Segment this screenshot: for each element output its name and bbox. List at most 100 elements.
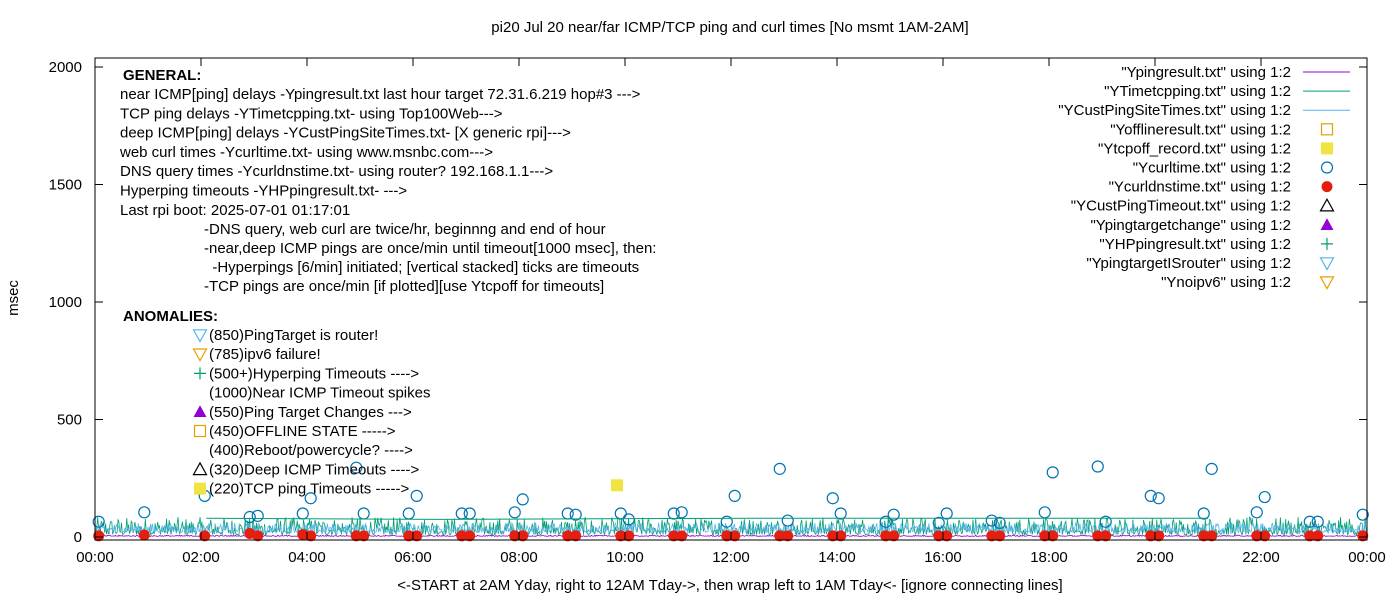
anomaly-item: (1000)Near ICMP Timeout spikes	[209, 385, 430, 402]
x-tick-label: 04:00	[288, 549, 326, 566]
y-tick-label: 2000	[49, 59, 82, 76]
legend-label: "YTimetcpping.txt" using 1:2	[1104, 83, 1291, 100]
data-point	[509, 530, 521, 542]
data-point	[728, 489, 741, 502]
y-tick-label: 500	[57, 412, 82, 429]
x-tick-label: 06:00	[394, 549, 432, 566]
data-point	[782, 530, 794, 542]
general-line: Last rpi boot: 2025-07-01 01:17:01	[120, 202, 350, 219]
data-point	[350, 461, 363, 474]
anomaly-item: (850)PingTarget is router!	[209, 327, 378, 344]
anomaly-marker	[194, 367, 206, 380]
data-point	[994, 530, 1006, 542]
anomaly-items: (850)PingTarget is router! (785)ipv6 fail…	[192, 327, 430, 498]
x-tick-label: 14:00	[818, 549, 856, 566]
general-note: -TCP pings are once/min [if plotted][use…	[204, 278, 604, 295]
data-point	[251, 509, 264, 522]
legend-label: "Ynoipv6" using 1:2	[1161, 274, 1291, 291]
data-point	[773, 462, 786, 475]
data-point	[1198, 530, 1210, 542]
x-tick-label: 10:00	[606, 549, 644, 566]
legend-marker	[1321, 142, 1333, 155]
data-point	[138, 529, 150, 541]
x-axis-label: <-START at 2AM Yday, right to 12AM Tday-…	[397, 577, 1062, 594]
anomalies-heading: ANOMALIES:	[123, 308, 218, 325]
general-heading: GENERAL:	[123, 67, 201, 84]
general-line: TCP ping delays -YTimetcpping.txt- using…	[120, 105, 503, 122]
data-point	[1312, 530, 1324, 542]
y-tick-label: 1000	[49, 294, 82, 311]
data-point	[1152, 492, 1165, 505]
anomaly-item: (220)TCP ping Timeouts ----->	[209, 481, 409, 498]
data-point	[888, 530, 900, 542]
legend-label: "Ytcpoff_record.txt" using 1:2	[1098, 140, 1291, 157]
general-line: near ICMP[ping] delays -Ypingresult.txt …	[120, 86, 641, 103]
data-point	[508, 506, 521, 519]
data-point	[676, 530, 688, 542]
anomaly-item: (450)OFFLINE STATE ----->	[209, 423, 396, 440]
data-point	[1206, 530, 1218, 542]
data-point	[827, 530, 839, 542]
data-point	[403, 530, 415, 542]
general-note: -near,deep ICMP pings are once/min until…	[204, 240, 656, 257]
data-point	[1144, 489, 1157, 502]
data-point	[304, 492, 317, 505]
legend-marker	[1320, 161, 1334, 174]
data-point	[252, 530, 264, 542]
x-tick-label: 00:00	[1348, 549, 1386, 566]
data-point	[305, 530, 317, 542]
data-point	[932, 516, 945, 530]
general-line: deep ICMP[ping] delays -YCustPingSiteTim…	[120, 125, 571, 142]
anomaly-item: (550)Ping Target Changes --->	[209, 404, 412, 421]
data-point	[456, 530, 468, 542]
legend: "Ypingresult.txt" using 1:2 "YTimetcpping…	[1058, 64, 1350, 291]
data-point	[614, 507, 627, 520]
data-point	[243, 510, 256, 524]
anomaly-marker	[192, 329, 208, 343]
data-point	[92, 515, 105, 528]
data-point	[1356, 508, 1369, 521]
anomaly-marker	[194, 482, 206, 495]
x-tick-label: 12:00	[712, 549, 750, 566]
series-line	[206, 517, 1208, 520]
data-point	[569, 508, 582, 521]
legend-label: "YCustPingSiteTimes.txt" using 1:2	[1058, 102, 1291, 119]
data-point	[1197, 507, 1210, 520]
general-note: -Hyperpings [6/min] initiated; [vertical…	[204, 259, 639, 276]
anomaly-item: (400)Reboot/powercycle? ---->	[209, 442, 413, 459]
general-lines: near ICMP[ping] delays -Ypingresult.txt …	[119, 86, 641, 219]
legend-label: "Ypingtargetchange" using 1:2	[1090, 217, 1291, 234]
legend-label: "YHPpingresult.txt" using 1:2	[1099, 236, 1291, 253]
data-point	[834, 507, 847, 520]
legend-marker	[1319, 276, 1335, 290]
data-point	[880, 530, 892, 542]
y-tick-label: 1500	[49, 177, 82, 194]
anomaly-item: (785)ipv6 failure!	[209, 346, 321, 363]
x-tick-label: 00:00	[76, 549, 114, 566]
data-point	[358, 530, 370, 542]
data-point	[1100, 530, 1112, 542]
data-point	[781, 514, 794, 527]
legend-marker	[1319, 257, 1335, 271]
anomaly-item: (500+)Hyperping Timeouts ---->	[209, 365, 419, 382]
legend-label: "Yofflineresult.txt" using 1:2	[1110, 121, 1291, 138]
data-point	[1303, 515, 1316, 528]
data-point	[1047, 530, 1059, 542]
legend-label: "YpingtargetISrouter" using 1:2	[1086, 255, 1291, 272]
data-point	[562, 530, 574, 542]
general-line: DNS query times -Ycurldnstime.txt- using…	[120, 163, 553, 180]
legend-label: "Ycurldnstime.txt" using 1:2	[1109, 179, 1291, 196]
data-point	[296, 507, 309, 520]
legend-marker	[1320, 218, 1334, 230]
x-tick-label: 18:00	[1030, 549, 1068, 566]
data-point	[615, 530, 627, 542]
data-point	[720, 515, 733, 528]
general-line: Hyperping timeouts -YHPpingresult.txt- -…	[120, 183, 407, 200]
data-point	[463, 507, 476, 520]
data-point	[1039, 530, 1051, 542]
data-point	[402, 507, 415, 520]
data-point	[986, 530, 998, 542]
data-point	[675, 506, 688, 519]
x-tick-label: 16:00	[924, 549, 962, 566]
